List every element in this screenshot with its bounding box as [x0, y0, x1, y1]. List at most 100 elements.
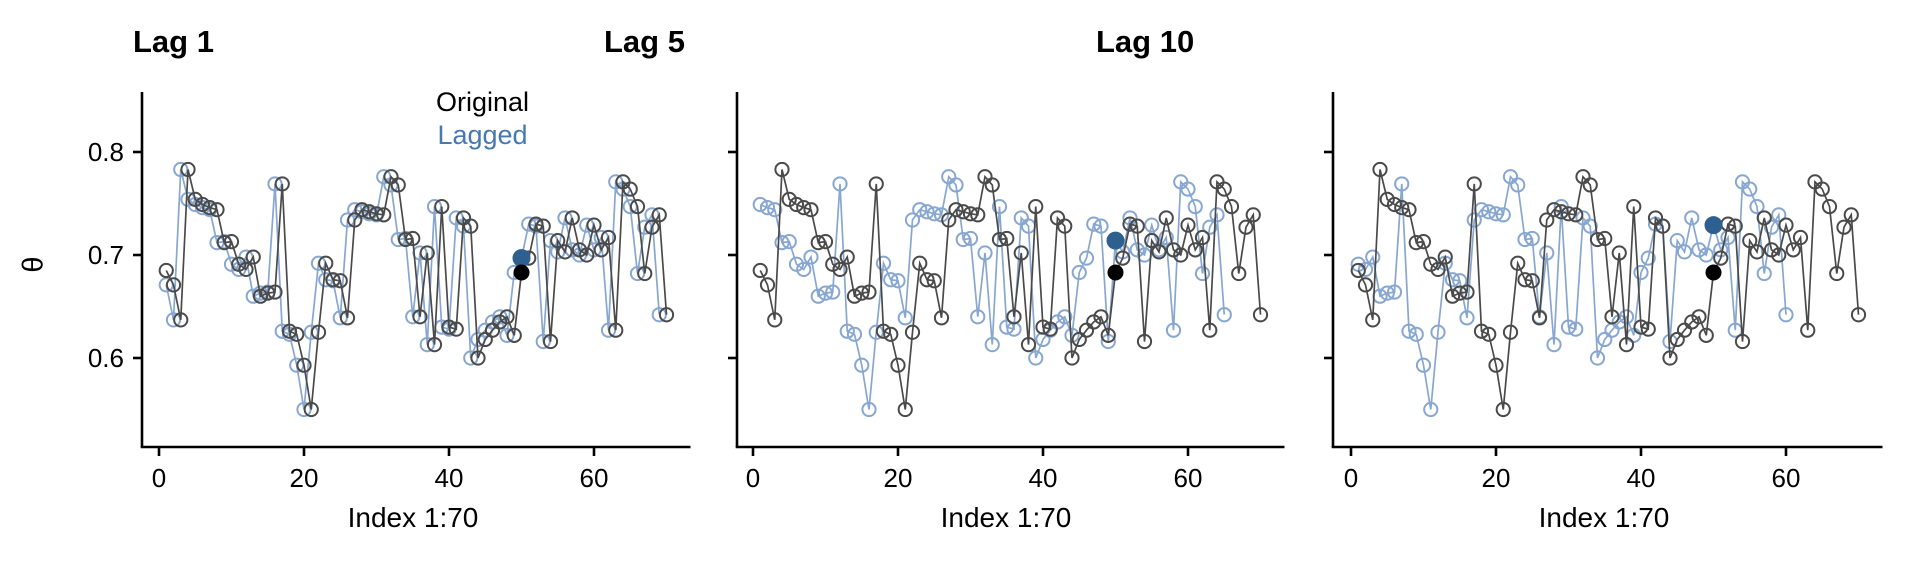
original-series-point — [1028, 198, 1044, 215]
original-series-point — [1524, 273, 1540, 289]
original-series-point — [245, 249, 261, 265]
panel-title-lag-10: Lag 10 — [1096, 24, 1195, 59]
original-series-point — [846, 288, 863, 304]
highlight-lagged-point — [1106, 231, 1125, 250]
lagged-series-point — [1415, 357, 1432, 373]
original-series-point — [1129, 218, 1145, 234]
original-series-point — [1560, 206, 1577, 222]
original-series-point — [180, 161, 196, 178]
original-series-point — [296, 357, 312, 373]
original-series-point — [419, 245, 435, 261]
original-series-point — [470, 350, 486, 366]
lagged-series-point — [1633, 264, 1649, 281]
original-series-point — [1531, 310, 1548, 326]
lagged-series-point — [1597, 331, 1613, 348]
original-series-point — [1415, 234, 1432, 250]
original-series-point — [194, 196, 211, 213]
lagged-series-point — [839, 323, 855, 339]
x-tick-label: 0 — [152, 463, 166, 493]
y-axis-title: θ — [17, 256, 50, 273]
lagged-series-point — [1365, 249, 1381, 265]
x-tick-label: 60 — [1174, 463, 1203, 493]
lagged-series-point — [1589, 350, 1606, 366]
original-series-point — [637, 265, 653, 282]
legend-item-lagged: Lagged — [437, 120, 528, 150]
original-series-point — [1180, 217, 1196, 233]
original-series-point — [1742, 232, 1758, 249]
original-series-point — [1071, 331, 1087, 348]
original-series-point — [1057, 218, 1073, 234]
lagged-series-point — [1640, 250, 1656, 266]
lagged-series-point — [1778, 307, 1794, 323]
original-series-point — [948, 202, 964, 218]
lagged-series-point — [803, 249, 819, 265]
lagged-series-point — [875, 255, 892, 271]
original-series-point — [252, 288, 269, 304]
original-series-point — [1582, 177, 1598, 193]
original-series-point — [1386, 196, 1403, 213]
lagged-series-point — [1560, 319, 1577, 335]
original-series-point — [919, 272, 935, 288]
original-series-point — [318, 255, 334, 271]
original-series-point — [1223, 198, 1240, 215]
original-series-point — [426, 337, 443, 353]
lagged-series-point — [1669, 232, 1685, 249]
lagged-series-point — [1430, 324, 1446, 340]
original-series-point — [1749, 244, 1765, 260]
lagged-series-point — [1466, 212, 1482, 228]
legend: Original Lagged — [420, 86, 545, 152]
lagged-series-point — [1180, 181, 1196, 197]
original-series-point — [1843, 207, 1859, 223]
original-series-point — [303, 401, 319, 418]
original-series-point — [1778, 217, 1794, 233]
original-series-point — [1408, 235, 1424, 251]
original-series-point — [970, 207, 986, 223]
lagged-series-point — [1749, 198, 1765, 215]
lagged-series-point — [1187, 198, 1203, 215]
original-series-point — [1691, 309, 1707, 325]
original-series-point — [158, 262, 174, 279]
lagged-series-point — [1582, 218, 1598, 234]
original-series-point — [289, 326, 305, 342]
original-series-point — [810, 235, 826, 251]
original-series-point — [593, 242, 609, 258]
lagged-series-point — [1517, 231, 1533, 248]
original-series-point — [535, 218, 551, 234]
original-series-point — [274, 176, 290, 192]
original-series-point — [1481, 326, 1497, 342]
lagged-series-point — [1546, 337, 1562, 353]
original-series-point — [875, 323, 892, 339]
original-series-point — [933, 310, 950, 326]
lagged-series-point — [868, 324, 884, 340]
x-axis-title-panel-1: Index 1:70 — [347, 502, 479, 533]
lagged-series-point — [1394, 176, 1410, 192]
lagged-series-point — [1064, 327, 1080, 343]
original-series-point — [774, 161, 790, 178]
lagged-series-point — [897, 310, 913, 326]
original-series-point — [999, 230, 1015, 247]
original-series-point — [173, 312, 189, 328]
original-series-point — [1546, 202, 1562, 218]
lagged-series-point — [861, 401, 877, 418]
lagged-series-point — [1158, 229, 1174, 246]
original-series-point — [441, 319, 457, 335]
lagged-series-point — [1676, 244, 1693, 260]
original-series-point — [839, 249, 855, 265]
original-series-point — [1771, 247, 1787, 263]
original-series-point — [1035, 319, 1051, 335]
original-series-point — [434, 198, 450, 215]
original-series-point — [1020, 337, 1037, 353]
original-series-point — [1640, 321, 1656, 337]
lagged-series-point — [1386, 284, 1403, 300]
original-series-point — [1401, 202, 1417, 218]
original-series-point — [1444, 288, 1461, 304]
original-series-point — [1173, 247, 1189, 263]
original-series-point — [1698, 327, 1714, 343]
original-series-point — [1357, 277, 1374, 293]
lagged-series-point — [854, 357, 870, 373]
original-series-point — [991, 231, 1008, 248]
original-series-point — [1064, 350, 1080, 366]
lagged-series-point — [984, 337, 1000, 353]
original-series-point — [926, 273, 942, 289]
original-series-point — [238, 261, 254, 278]
